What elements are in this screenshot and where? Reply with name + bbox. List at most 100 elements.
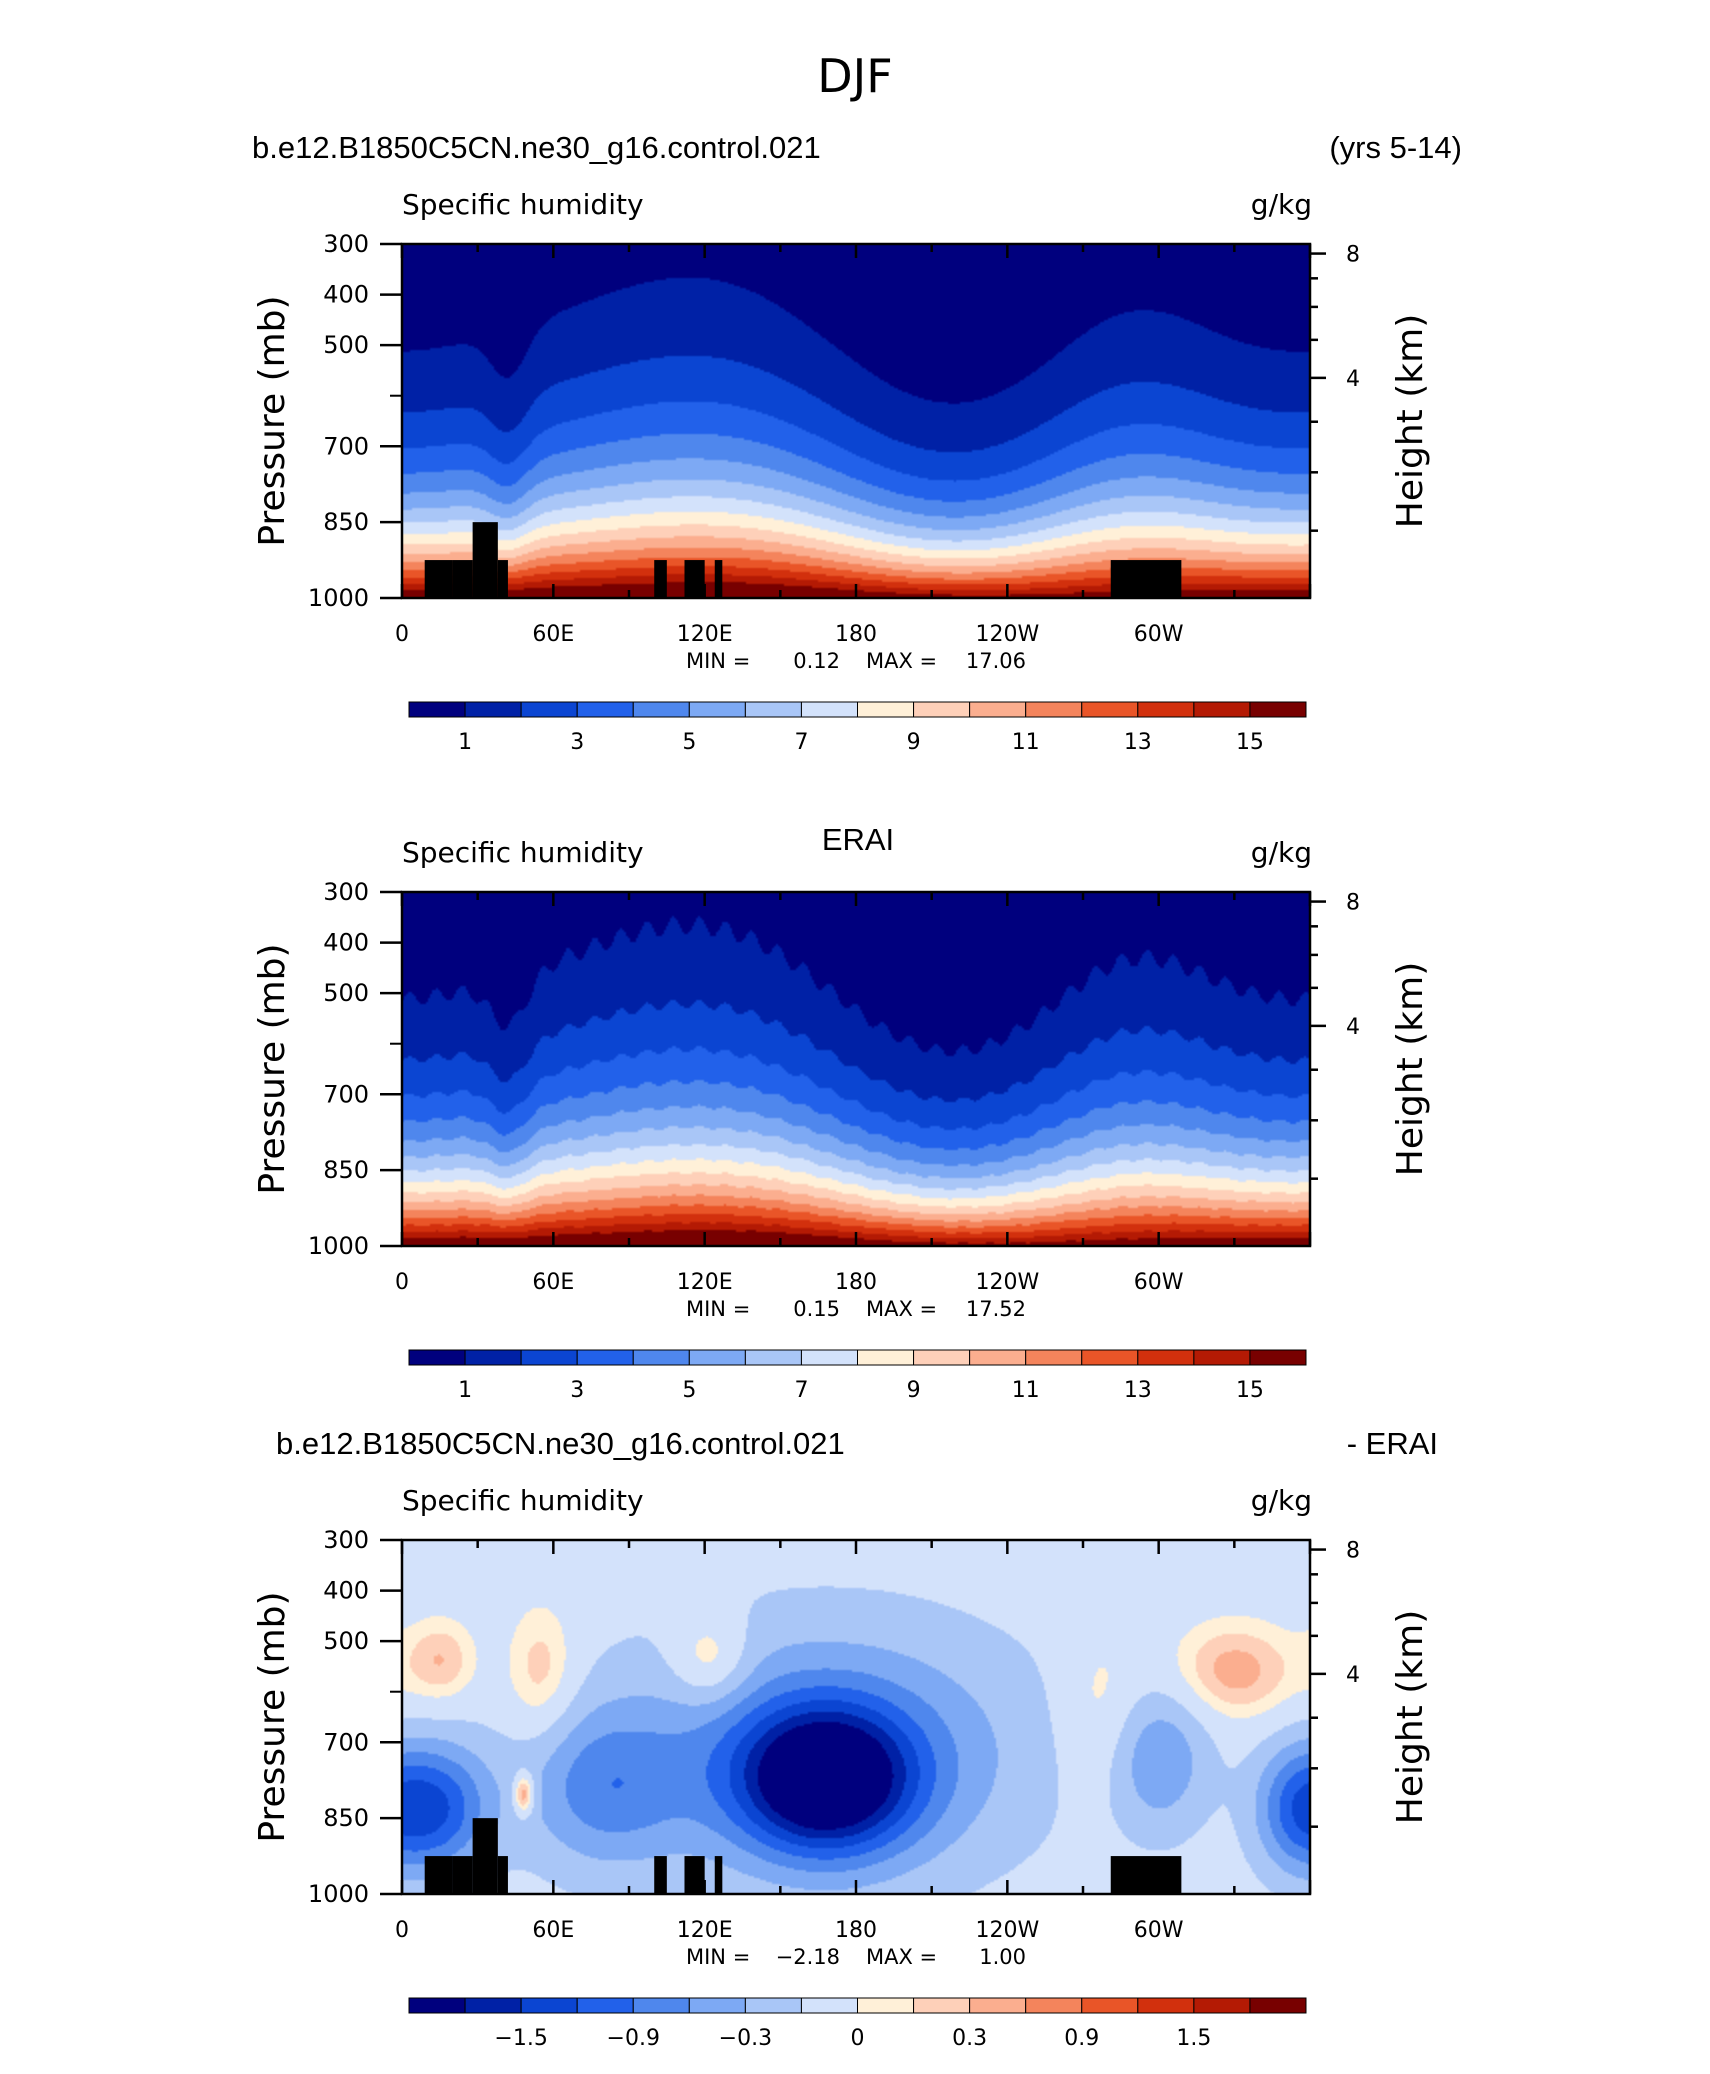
- units-label: g/kg: [1251, 836, 1312, 869]
- land-mask: [684, 1856, 705, 1894]
- colorbar-label: 11: [1012, 730, 1040, 755]
- colorbar-swatch: [1081, 701, 1139, 718]
- x-tick-label: 120E: [677, 622, 733, 647]
- colorbar-swatch: [520, 1349, 578, 1366]
- colorbar-swatch: [632, 701, 690, 718]
- colorbar-label: 5: [682, 730, 696, 755]
- y-tick-label: 1000: [308, 1232, 369, 1260]
- colorbar-label: −1.5: [494, 2026, 547, 2051]
- colorbar-label: 9: [907, 1378, 921, 1403]
- colorbar-swatch: [408, 1997, 466, 2014]
- colorbar-swatch: [913, 1349, 971, 1366]
- x-tick-label: 60E: [532, 622, 574, 647]
- x-tick-label: 120W: [975, 622, 1039, 647]
- colorbar-swatch: [1249, 1349, 1307, 1366]
- colorbar-swatch: [1249, 1997, 1307, 2014]
- min-value: 0.12: [793, 649, 840, 673]
- panel-header-right: (yrs 5-14): [1329, 130, 1462, 165]
- land-mask: [684, 560, 705, 598]
- colorbar-label: 15: [1236, 1378, 1264, 1403]
- max-value: 17.52: [966, 1297, 1026, 1321]
- land-mask: [497, 1856, 508, 1894]
- land-mask: [472, 522, 498, 598]
- max-label: MAX =: [866, 649, 937, 673]
- max-label: MAX =: [866, 1297, 937, 1321]
- colorbar-swatch: [1137, 1349, 1195, 1366]
- colorbar-swatch: [1025, 1997, 1083, 2014]
- land-mask: [497, 560, 508, 598]
- colorbar-label: 13: [1124, 1378, 1152, 1403]
- colorbar-swatch: [520, 1997, 578, 2014]
- colorbar-swatch: [1025, 1349, 1083, 1366]
- panel-3: b.e12.B1850C5CN.ne30_g16.control.021 - ER…: [252, 1426, 1438, 2051]
- y-axis-title: Pressure (mb): [252, 295, 293, 546]
- x-tick-label: 180: [835, 622, 877, 647]
- y2-axis-title: Height (km): [1390, 314, 1431, 528]
- land-mask: [1110, 1856, 1182, 1894]
- colorbar-swatch: [464, 1997, 522, 2014]
- colorbar-swatch: [857, 701, 915, 718]
- variable-label: Specific humidity: [402, 836, 644, 869]
- colorbar-swatch: [408, 701, 466, 718]
- min-label: MIN =: [686, 1297, 750, 1321]
- min-label: MIN =: [686, 1945, 750, 1969]
- colorbar-label: 0.9: [1064, 2026, 1099, 2051]
- x-tick-label: 180: [835, 1270, 877, 1295]
- colorbar-label: 1.5: [1176, 2026, 1211, 2051]
- colorbar-swatch: [744, 1997, 802, 2014]
- y-tick-label: 850: [323, 1156, 369, 1184]
- colorbar-swatch: [1025, 701, 1083, 718]
- colorbar-label: 13: [1124, 730, 1152, 755]
- colorbar-swatch: [800, 1349, 858, 1366]
- colorbar-swatch: [1249, 701, 1307, 718]
- max-value: 17.06: [966, 649, 1026, 673]
- y-tick-label: 500: [323, 979, 369, 1007]
- x-tick-label: 60W: [1134, 1918, 1184, 1943]
- y-tick-label: 400: [323, 1577, 369, 1605]
- colorbar-swatch: [744, 1349, 802, 1366]
- colorbar-label: 5: [682, 1378, 696, 1403]
- colorbar-label: 1: [458, 730, 472, 755]
- y2-axis-title: Height (km): [1390, 1610, 1431, 1824]
- colorbar-label: 3: [570, 1378, 584, 1403]
- variable-label: Specific humidity: [402, 188, 644, 221]
- land-mask: [714, 1856, 723, 1894]
- colorbar-swatch: [857, 1997, 915, 2014]
- colorbar-swatch: [576, 1997, 634, 2014]
- colorbar-swatch: [464, 701, 522, 718]
- y-axis-title: Pressure (mb): [252, 943, 293, 1194]
- panel-header-left: b.e12.B1850C5CN.ne30_g16.control.021: [276, 1426, 845, 1461]
- colorbar-label: 0: [851, 2026, 865, 2051]
- contour-field: [402, 892, 1310, 1246]
- x-tick-label: 0: [395, 1270, 409, 1295]
- y-tick-label: 1000: [308, 584, 369, 612]
- contour-field: [402, 244, 1310, 598]
- colorbar-swatch: [800, 1997, 858, 2014]
- y-tick-label: 300: [323, 1526, 369, 1554]
- colorbar-swatch: [1081, 1349, 1139, 1366]
- x-tick-label: 120W: [975, 1918, 1039, 1943]
- colorbar: 1 3 5 7 9 11 13 15: [408, 701, 1307, 755]
- colorbar-label: −0.9: [607, 2026, 660, 2051]
- y-tick-label: 500: [323, 331, 369, 359]
- contour-field: [402, 1540, 1310, 1894]
- y-tick-label: 500: [323, 1627, 369, 1655]
- colorbar-swatch: [913, 1997, 971, 2014]
- units-label: g/kg: [1251, 1484, 1312, 1517]
- colorbar-swatch: [408, 1349, 466, 1366]
- x-tick-label: 60E: [532, 1270, 574, 1295]
- y-tick-label: 850: [323, 1804, 369, 1832]
- colorbar-label: 7: [794, 730, 808, 755]
- panel-header-center: ERAI: [822, 822, 894, 857]
- y-tick-label: 700: [323, 1728, 369, 1756]
- colorbar-label: 7: [794, 1378, 808, 1403]
- min-value: −2.18: [776, 1945, 840, 1969]
- y2-tick-label: 8: [1346, 891, 1360, 916]
- y-tick-label: 1000: [308, 1880, 369, 1908]
- colorbar-swatch: [688, 701, 746, 718]
- land-mask: [424, 560, 453, 598]
- y2-tick-label: 4: [1346, 1663, 1360, 1688]
- max-value: 1.00: [979, 1945, 1026, 1969]
- y-tick-label: 400: [323, 281, 369, 309]
- land-mask: [1110, 560, 1182, 598]
